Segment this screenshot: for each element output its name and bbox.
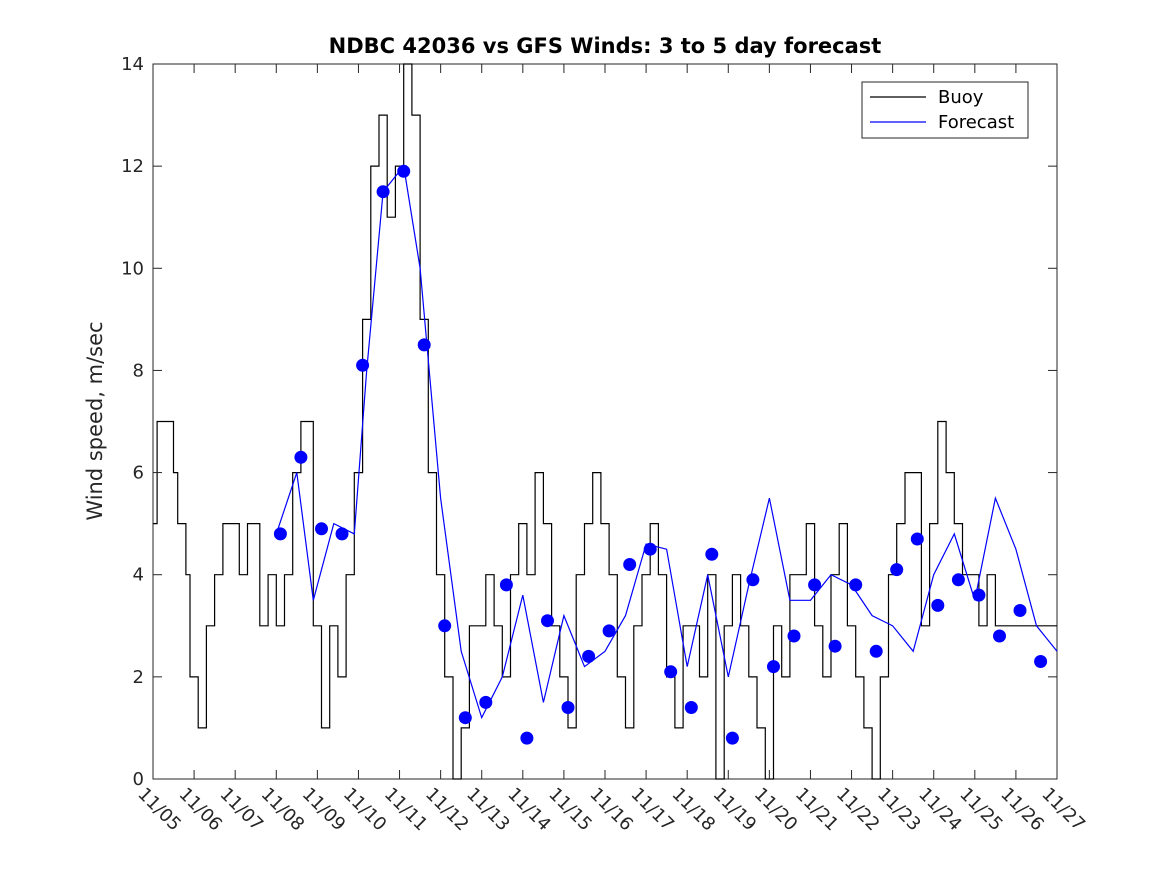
forecast-point bbox=[869, 644, 883, 658]
y-axis-label: Wind speed, m/sec bbox=[83, 321, 107, 520]
forecast-line bbox=[275, 164, 1058, 720]
forecast-point bbox=[541, 614, 554, 628]
legend-forecast-label: Forecast bbox=[938, 112, 1014, 133]
forecast-point bbox=[951, 573, 965, 587]
forecast-point bbox=[808, 578, 822, 592]
forecast-point bbox=[890, 563, 904, 577]
forecast-point bbox=[664, 665, 678, 679]
forecast-point bbox=[499, 578, 513, 592]
forecast-point bbox=[767, 660, 780, 674]
y-tick-labels: 0 2 4 6 8 10 12 14 bbox=[121, 54, 144, 790]
forecast-point bbox=[520, 731, 534, 745]
forecast-series bbox=[275, 164, 1058, 720]
forecast-point bbox=[376, 185, 390, 199]
forecast-point bbox=[479, 695, 493, 709]
forecast-point bbox=[643, 542, 657, 556]
forecast-point bbox=[561, 701, 575, 714]
legend-buoy-label: Buoy bbox=[938, 87, 984, 108]
forecast-point bbox=[931, 598, 945, 612]
forecast-point bbox=[972, 588, 986, 602]
y-tick-label: 10 bbox=[121, 258, 144, 279]
legend-box bbox=[861, 81, 1029, 139]
buoy-series bbox=[153, 63, 1057, 780]
forecast-point bbox=[417, 338, 431, 352]
forecast-point bbox=[273, 527, 287, 541]
forecast-point bbox=[397, 164, 411, 178]
forecast-point bbox=[602, 624, 616, 638]
forecast-point bbox=[910, 532, 924, 546]
forecast-point bbox=[725, 731, 739, 745]
forecast-point bbox=[828, 639, 842, 653]
forecast-point bbox=[705, 547, 719, 561]
buoy-line bbox=[153, 63, 1057, 780]
forecast-point bbox=[294, 450, 308, 464]
forecast-point bbox=[438, 619, 452, 633]
y-tick-label: 4 bbox=[133, 565, 144, 586]
forecast-point bbox=[458, 711, 472, 725]
plot-area bbox=[152, 63, 1058, 780]
legend: Buoy Forecast bbox=[861, 81, 1029, 139]
forecast-point bbox=[849, 578, 863, 592]
y-tick-label: 12 bbox=[121, 156, 144, 177]
forecast-point bbox=[356, 358, 370, 372]
forecast-point bbox=[787, 629, 801, 643]
forecast-points bbox=[273, 164, 1048, 745]
y-tick-label: 8 bbox=[133, 360, 144, 381]
forecast-point bbox=[993, 629, 1006, 643]
forecast-point bbox=[335, 527, 349, 541]
y-tick-label: 0 bbox=[133, 769, 144, 790]
axes-box bbox=[152, 63, 1058, 780]
y-tick-label: 6 bbox=[133, 463, 144, 484]
forecast-point bbox=[582, 649, 596, 663]
y-tick-label: 14 bbox=[121, 54, 144, 75]
forecast-point bbox=[1013, 604, 1027, 617]
forecast-point bbox=[684, 701, 698, 714]
axes-ticks bbox=[152, 63, 1058, 780]
chart-title: NDBC 42036 vs GFS Winds: 3 to 5 day fore… bbox=[329, 34, 882, 58]
forecast-point bbox=[746, 573, 760, 587]
y-tick-label: 2 bbox=[133, 667, 144, 688]
forecast-point bbox=[623, 558, 637, 571]
forecast-point bbox=[1034, 655, 1048, 668]
forecast-point bbox=[315, 522, 328, 536]
